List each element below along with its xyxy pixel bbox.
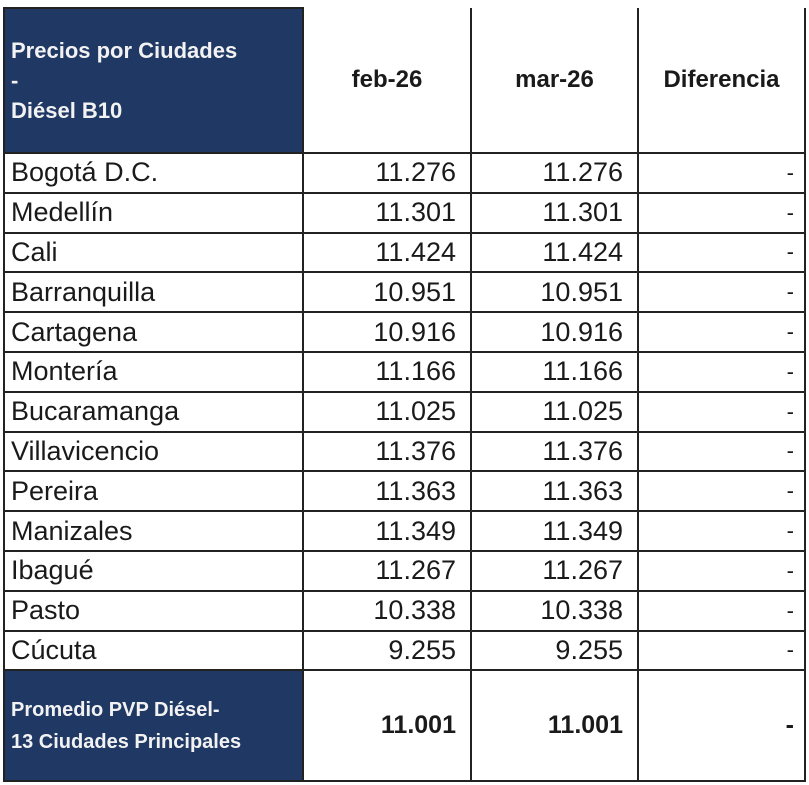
column-header-mar: mar-26	[470, 8, 639, 154]
city-name-cell: Medellín	[3, 191, 304, 234]
feb-value-cell: 11.376	[302, 430, 472, 473]
mar-value-cell: 11.276	[470, 152, 639, 194]
city-name-cell: Cúcuta	[3, 629, 304, 672]
table-row: Cúcuta 9.255 9.255-	[3, 629, 806, 672]
mar-value-cell: 10.338	[470, 589, 639, 632]
average-mar-value: 11.001	[470, 669, 639, 783]
city-name-cell: Villavicencio	[3, 430, 304, 473]
city-name-cell: Pereira	[3, 470, 304, 513]
title-line-1: Precios por Ciudades	[11, 37, 238, 63]
table-row: Pereira 11.363 11.363-	[3, 470, 806, 513]
average-diff-value: -	[637, 669, 806, 783]
feb-value-cell: 11.424	[302, 231, 472, 274]
column-header-feb: feb-26	[302, 8, 472, 154]
mar-value-cell: 11.349	[470, 510, 639, 552]
diff-value-cell: -	[637, 510, 806, 552]
mar-value-cell: 11.025	[470, 390, 639, 433]
title-line-3: Diésel B10	[11, 97, 123, 123]
city-name-cell: Pasto	[3, 589, 304, 632]
mar-value-cell: 10.951	[470, 271, 639, 314]
city-name-cell: Montería	[3, 350, 304, 393]
diff-value-cell: -	[637, 231, 806, 274]
average-feb-value: 11.001	[302, 669, 472, 783]
diff-value-cell: -	[637, 390, 806, 433]
table-row: Medellín 11.301 11.301-	[3, 191, 806, 234]
feb-value-cell: 10.916	[302, 311, 472, 353]
city-name-cell: Manizales	[3, 510, 304, 552]
city-name-cell: Bucaramanga	[3, 390, 304, 433]
mar-value-cell: 9.255	[470, 629, 639, 672]
feb-value-cell: 11.349	[302, 510, 472, 552]
diff-value-cell: -	[637, 589, 806, 632]
mar-value-cell: 11.376	[470, 430, 639, 473]
feb-value-cell: 11.025	[302, 390, 472, 433]
table-title-cell: Precios por Ciudades - Diésel B10	[3, 7, 304, 154]
header-row: Precios por Ciudades - Diésel B10 feb-26…	[3, 7, 806, 154]
table-row: Ibagué 11.267 11.267-	[3, 549, 806, 592]
feb-value-cell: 11.267	[302, 549, 472, 592]
diff-value-cell: -	[637, 430, 806, 473]
diff-value-cell: -	[637, 152, 806, 194]
diff-value-cell: -	[637, 311, 806, 353]
feb-value-cell: 11.301	[302, 191, 472, 234]
table-row: Barranquilla 10.951 10.951-	[3, 271, 806, 314]
diff-value-cell: -	[637, 549, 806, 592]
diff-value-cell: -	[637, 629, 806, 672]
table-row: Pasto 10.338 10.338-	[3, 589, 806, 632]
city-name-cell: Ibagué	[3, 549, 304, 592]
feb-value-cell: 11.276	[302, 152, 472, 194]
average-label-line-1: Promedio PVP Diésel-	[11, 698, 220, 721]
table-header: Precios por Ciudades - Diésel B10 feb-26…	[3, 7, 806, 154]
table-row: Bogotá D.C. 11.276 11.276-	[3, 152, 806, 194]
title-line-2: -	[11, 67, 19, 93]
city-name-cell: Bogotá D.C.	[3, 152, 304, 194]
table-row: Cali 11.424 11.424-	[3, 231, 806, 274]
city-name-cell: Cali	[3, 231, 304, 274]
mar-value-cell: 11.363	[470, 470, 639, 513]
table-row: Bucaramanga 11.025 11.025-	[3, 390, 806, 433]
diff-value-cell: -	[637, 470, 806, 513]
mar-value-cell: 11.267	[470, 549, 639, 592]
feb-value-cell: 10.951	[302, 271, 472, 314]
table-row: Manizales 11.349 11.349-	[3, 510, 806, 552]
table-body: Bogotá D.C. 11.276 11.276- Medellín 11.301 11…	[3, 152, 806, 672]
feb-value-cell: 9.255	[302, 629, 472, 672]
table-row: Villavicencio 11.376 11.376-	[3, 430, 806, 473]
column-header-diferencia: Diferencia	[637, 8, 806, 154]
average-row: Promedio PVP Diésel- 13 Ciudades Princip…	[3, 669, 806, 783]
average-label-line-2: 13 Ciudades Principales	[11, 730, 242, 753]
average-label-cell: Promedio PVP Diésel- 13 Ciudades Princip…	[3, 669, 304, 783]
table-row: Montería 11.166 11.166-	[3, 350, 806, 393]
diff-value-cell: -	[637, 191, 806, 234]
mar-value-cell: 10.916	[470, 311, 639, 353]
table-row: Cartagena 10.916 10.916-	[3, 311, 806, 353]
diff-value-cell: -	[637, 350, 806, 393]
diff-value-cell: -	[637, 271, 806, 314]
feb-value-cell: 10.338	[302, 589, 472, 632]
table-footer: Promedio PVP Diésel- 13 Ciudades Princip…	[3, 669, 806, 783]
feb-value-cell: 11.166	[302, 350, 472, 393]
mar-value-cell: 11.424	[470, 231, 639, 274]
mar-value-cell: 11.301	[470, 191, 639, 234]
city-name-cell: Cartagena	[3, 311, 304, 353]
mar-value-cell: 11.166	[470, 350, 639, 393]
city-name-cell: Barranquilla	[3, 271, 304, 314]
feb-value-cell: 11.363	[302, 470, 472, 513]
diesel-price-table: Precios por Ciudades - Diésel B10 feb-26…	[3, 7, 806, 783]
